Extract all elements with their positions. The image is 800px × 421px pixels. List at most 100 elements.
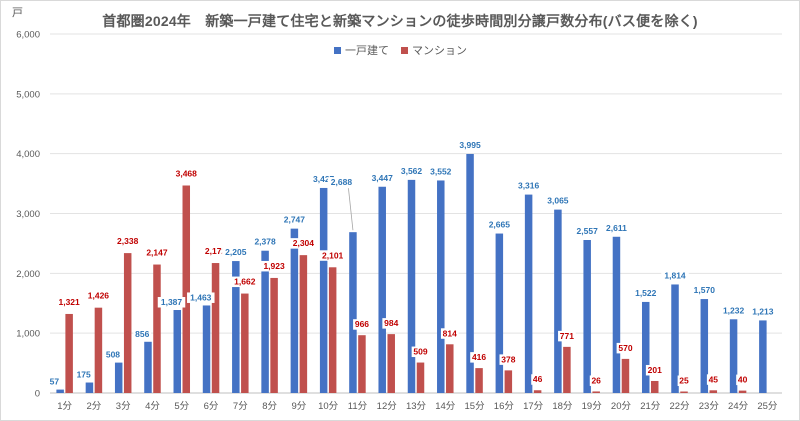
x-tick-label: 8分: [262, 401, 277, 412]
x-tick-label: 17分: [523, 401, 544, 412]
data-label-condo-bg: [201, 246, 230, 257]
data-label-condo: 2,338: [117, 236, 139, 246]
x-tick-label: 9分: [291, 401, 306, 412]
data-label-detached-bg: [47, 376, 61, 388]
data-label-condo: 25: [679, 376, 689, 386]
bar-condo: [416, 362, 425, 393]
data-label-condo: 570: [618, 343, 632, 353]
y-tick-label: 3,000: [16, 209, 40, 220]
chart-title: 首都圏2024年 新築一戸建て住宅と新築マンションの徒歩時間別分譲戸数分布(バス…: [102, 13, 698, 29]
leader-line: [348, 188, 354, 231]
data-label-detached-bg: [661, 270, 689, 281]
data-label-condo: 2,147: [146, 248, 168, 258]
bar-detached: [729, 319, 738, 393]
data-label-condo-bg: [353, 319, 371, 330]
bar-detached: [290, 228, 299, 393]
data-label-condo: 3,468: [176, 168, 198, 178]
data-label-detached-bg: [749, 306, 777, 317]
data-label-detached-bg: [690, 285, 719, 296]
legend-swatch-detached: [334, 46, 341, 54]
data-label-condo: 1,662: [234, 277, 256, 287]
data-label-detached-bg: [485, 219, 514, 231]
x-tick-label: 21分: [640, 401, 661, 412]
data-label-detached-bg: [251, 236, 279, 248]
data-label-detached: 57: [50, 377, 60, 387]
x-tick-label: 12分: [377, 401, 398, 412]
data-label-detached-bg: [133, 328, 152, 340]
data-label-detached-bg: [187, 292, 215, 303]
bar-condo: [94, 307, 103, 393]
data-label-detached: 2,665: [489, 220, 511, 230]
bar-detached: [85, 382, 94, 393]
bar-condo: [65, 313, 73, 393]
bar-condo: [738, 390, 747, 393]
bar-condo: [650, 380, 659, 393]
data-label-condo: 1,426: [88, 291, 110, 301]
y-tick-label: 4,000: [16, 149, 40, 160]
data-label-detached-bg: [631, 287, 660, 299]
bar-detached: [261, 250, 269, 393]
data-label-detached-bg: [74, 369, 93, 381]
data-label-condo-bg: [558, 330, 576, 342]
data-label-condo-bg: [289, 238, 318, 249]
bar-detached: [583, 240, 591, 393]
data-label-condo-bg: [143, 247, 171, 259]
x-tick-label: 10分: [318, 401, 339, 412]
data-label-detached: 2,557: [577, 226, 599, 236]
bar-detached: [378, 186, 386, 393]
data-label-detached: 3,552: [430, 166, 452, 176]
data-label-detached-bg: [280, 214, 309, 226]
bar-condo: [358, 335, 366, 393]
legend: 一戸建て マンション: [334, 42, 473, 58]
bar-condo: [270, 277, 278, 393]
data-label-condo: 509: [413, 347, 427, 357]
data-label-detached-bg: [456, 139, 484, 151]
data-label-detached-bg: [397, 165, 426, 177]
data-label-detached: 2,611: [606, 223, 627, 233]
data-label-condo-bg: [318, 250, 347, 261]
data-label-condo-bg: [736, 374, 749, 386]
data-label-detached-bg: [602, 222, 631, 234]
bars: [56, 153, 767, 393]
data-label-condo-bg: [411, 346, 430, 358]
data-label-condo: 416: [472, 352, 486, 362]
data-label-condo: 814: [443, 328, 457, 338]
data-label-condo: 40: [738, 375, 748, 385]
bar-condo: [504, 370, 513, 393]
data-label-condo-bg: [231, 276, 259, 288]
bar-detached: [759, 320, 767, 393]
data-label-detached-bg: [222, 247, 250, 258]
data-label-condo-bg: [531, 374, 545, 385]
x-tick-label: 16分: [494, 401, 515, 412]
data-label-detached: 1,463: [190, 292, 212, 302]
x-tick-label: 14分: [435, 401, 456, 412]
data-label-detached: 1,232: [723, 305, 745, 315]
data-label-detached: 3,562: [401, 166, 423, 176]
bar-detached: [202, 305, 211, 393]
data-label-condo: 2,304: [293, 238, 315, 248]
x-tick-label: 1分: [57, 401, 72, 412]
y-axis-ticks: 0 1,000 2,000 3,000 4,000 5,000 6,000: [16, 30, 40, 400]
data-label-detached-bg: [157, 297, 186, 308]
data-label-detached: 3,065: [547, 196, 569, 206]
x-tick-label: 11分: [348, 401, 368, 412]
data-label-detached: 3,316: [518, 181, 540, 191]
y-tick-label: 5,000: [16, 89, 40, 100]
bar-detached: [671, 284, 679, 393]
bar-detached: [554, 209, 562, 393]
bar-detached: [144, 341, 152, 393]
bar-condo: [709, 390, 718, 393]
data-label-detached: 1,522: [635, 288, 657, 298]
data-label-condo: 1,923: [263, 261, 285, 271]
x-tick-label: 19分: [582, 401, 603, 412]
data-label-detached: 175: [77, 370, 91, 380]
bar-condo: [387, 334, 395, 393]
bar-detached: [641, 301, 650, 393]
data-label-condo: 26: [591, 375, 601, 385]
data-label-detached-bg: [719, 305, 748, 316]
leader-lines: [348, 188, 354, 231]
x-tick-label: 3分: [116, 401, 131, 412]
data-label-condo: 45: [709, 374, 719, 384]
x-tick-label: 13分: [406, 401, 427, 412]
